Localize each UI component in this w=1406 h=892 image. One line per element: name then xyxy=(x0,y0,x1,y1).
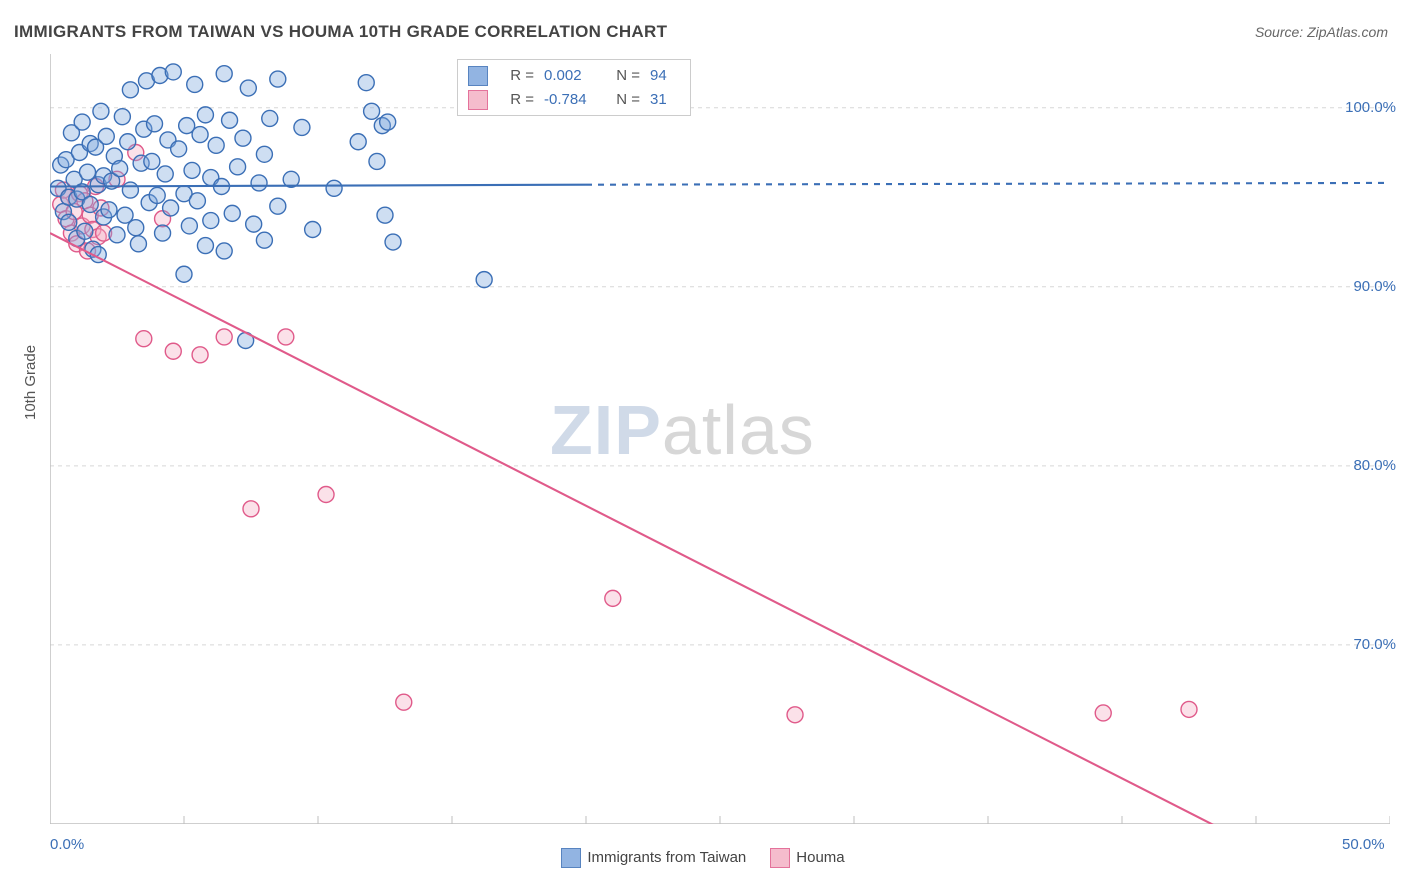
legend-swatch-icon xyxy=(561,848,581,868)
source-attribution: Source: ZipAtlas.com xyxy=(1255,24,1388,40)
n-value: 94 xyxy=(650,64,680,88)
r-label: R = xyxy=(504,88,534,112)
y-tick-label: 90.0% xyxy=(1353,278,1396,295)
series-legend: Immigrants from Taiwan Houma xyxy=(0,848,1406,868)
y-tick-label: 70.0% xyxy=(1353,636,1396,653)
legend-item: Houma xyxy=(770,848,844,868)
legend-row: R = 0.002 N = 94 xyxy=(468,64,680,88)
scatter-plot xyxy=(50,54,1390,824)
x-tick-label: 0.0% xyxy=(50,836,84,853)
n-label: N = xyxy=(610,88,640,112)
legend-item: Immigrants from Taiwan xyxy=(561,848,746,868)
r-value: 0.002 xyxy=(544,64,600,88)
n-label: N = xyxy=(610,64,640,88)
y-axis-label: 10th Grade xyxy=(22,345,39,420)
r-label: R = xyxy=(504,64,534,88)
source-link[interactable]: ZipAtlas.com xyxy=(1307,24,1388,40)
source-label: Source: xyxy=(1255,24,1303,40)
legend-swatch-icon xyxy=(770,848,790,868)
r-value: -0.784 xyxy=(544,88,600,112)
legend-row: R = -0.784 N = 31 xyxy=(468,88,680,112)
y-tick-label: 100.0% xyxy=(1345,99,1396,116)
legend-swatch-icon xyxy=(468,66,488,86)
correlation-legend: R = 0.002 N = 94 R = -0.784 N = 31 xyxy=(457,59,691,116)
legend-label: Houma xyxy=(796,849,844,866)
legend-label: Immigrants from Taiwan xyxy=(587,849,746,866)
chart-title: IMMIGRANTS FROM TAIWAN VS HOUMA 10TH GRA… xyxy=(14,22,667,42)
x-tick-label: 50.0% xyxy=(1342,836,1385,853)
y-tick-label: 80.0% xyxy=(1353,457,1396,474)
n-value: 31 xyxy=(650,88,680,112)
legend-swatch-icon xyxy=(468,90,488,110)
